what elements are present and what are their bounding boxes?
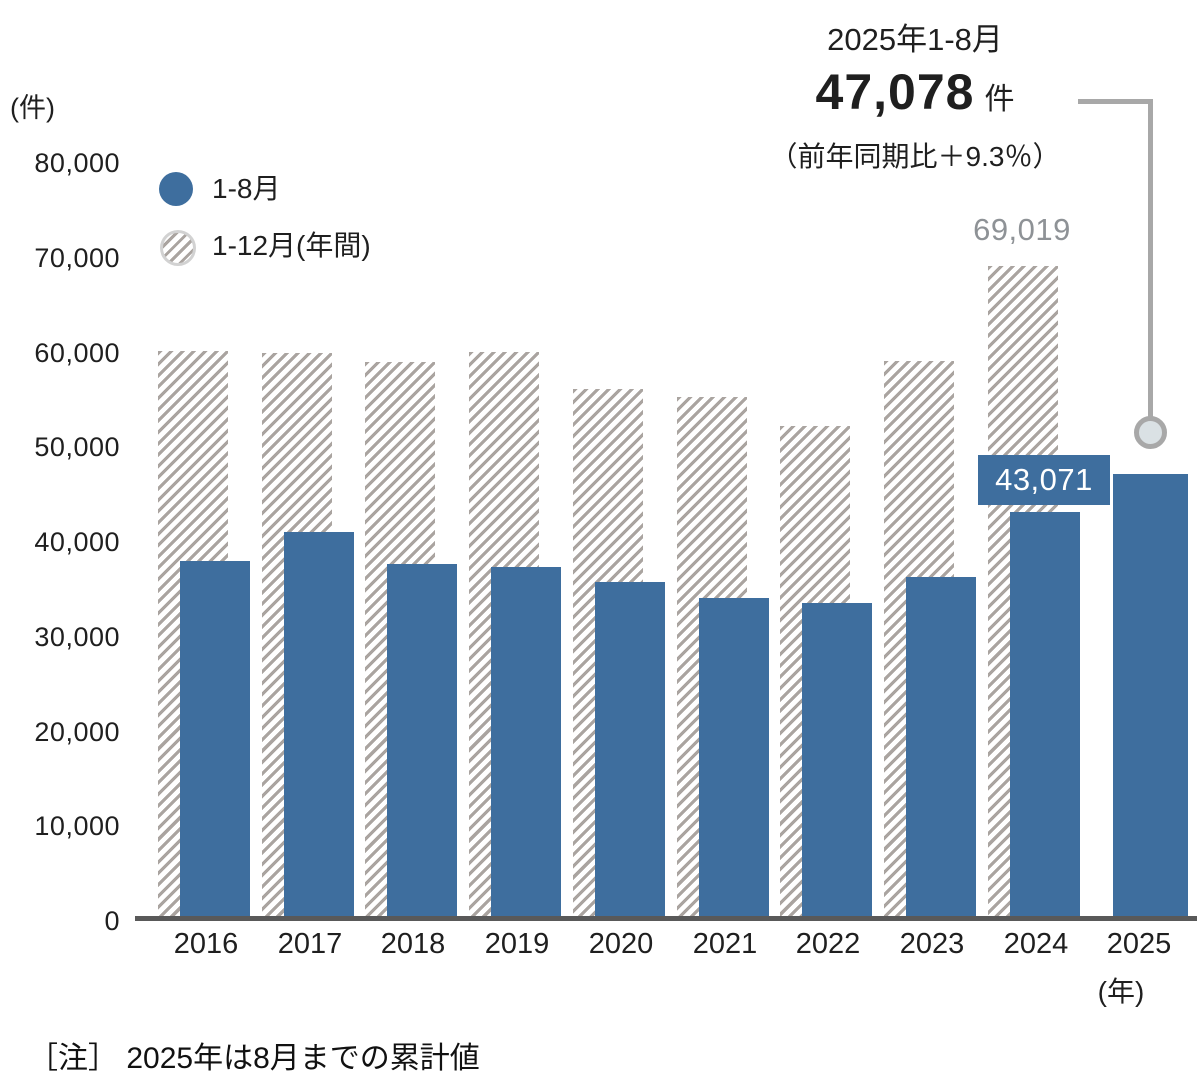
callout-period: 2025年1-8月 [827, 22, 1003, 57]
y-tick-60000: 60,000 [34, 338, 120, 368]
callout-annotation: 2025年1-8月 47,078 件 （前年同期比＋9.3％） [700, 20, 1130, 175]
callout-value-row: 47,078 件 [700, 64, 1130, 133]
y-axis-unit-label: (件) [10, 93, 55, 123]
legend-swatch-jan-aug-icon [159, 172, 193, 206]
x-tick-2018: 2018 [380, 928, 446, 960]
bar-jan-aug-2023 [906, 577, 976, 920]
callout-connector-horizontal [1078, 99, 1152, 104]
bar-jan-aug-2019 [491, 567, 561, 920]
x-tick-2024: 2024 [1003, 928, 1069, 960]
footnote: ［注］ 2025年は8月までの累計値 [28, 1042, 480, 1075]
data-label-badge-jan-aug-2024: 43,071 [978, 455, 1110, 505]
bar-jan-aug-2016 [180, 561, 250, 920]
y-tick-40000: 40,000 [34, 527, 120, 557]
y-tick-50000: 50,000 [34, 432, 120, 462]
callout-comparison: （前年同期比＋9.3％） [769, 141, 1061, 172]
plot-area [0, 162, 1200, 920]
y-tick-20000: 20,000 [34, 717, 120, 747]
legend-label-jan-aug: 1-8月 [212, 173, 281, 204]
bar-jan-aug-2024 [1010, 512, 1080, 920]
x-tick-2025: 2025 [1106, 928, 1172, 960]
x-axis-line [135, 916, 1197, 921]
callout-unit: 件 [984, 83, 1015, 116]
y-tick-30000: 30,000 [34, 622, 120, 652]
callout-value: 47,078 [815, 64, 975, 120]
y-tick-70000: 70,000 [34, 243, 120, 273]
x-tick-2020: 2020 [588, 928, 654, 960]
data-label-annual-2024: 69,019 [973, 212, 1071, 247]
bar-jan-aug-2018 [387, 564, 457, 920]
legend-swatch-annual-icon [160, 230, 196, 266]
callout-connector-dot-icon [1134, 416, 1167, 449]
bar-jan-aug-2021 [699, 598, 769, 920]
x-axis-unit-label: (年) [1097, 976, 1145, 1007]
bar-jan-aug-2025 [1113, 474, 1188, 920]
x-tick-2023: 2023 [899, 928, 965, 960]
y-tick-10000: 10,000 [34, 811, 120, 841]
x-tick-2017: 2017 [277, 928, 343, 960]
callout-connector-vertical [1148, 99, 1153, 419]
bar-jan-aug-2022 [802, 603, 872, 920]
y-tick-0: 0 [104, 906, 120, 936]
x-tick-2016: 2016 [173, 928, 239, 960]
bar-jan-aug-2020 [595, 582, 665, 920]
x-tick-2021: 2021 [692, 928, 758, 960]
legend-label-annual: 1-12月(年間) [212, 230, 371, 261]
y-tick-80000: 80,000 [34, 148, 120, 178]
bar-jan-aug-2017 [284, 532, 354, 920]
x-tick-2022: 2022 [795, 928, 861, 960]
x-tick-2019: 2019 [484, 928, 550, 960]
